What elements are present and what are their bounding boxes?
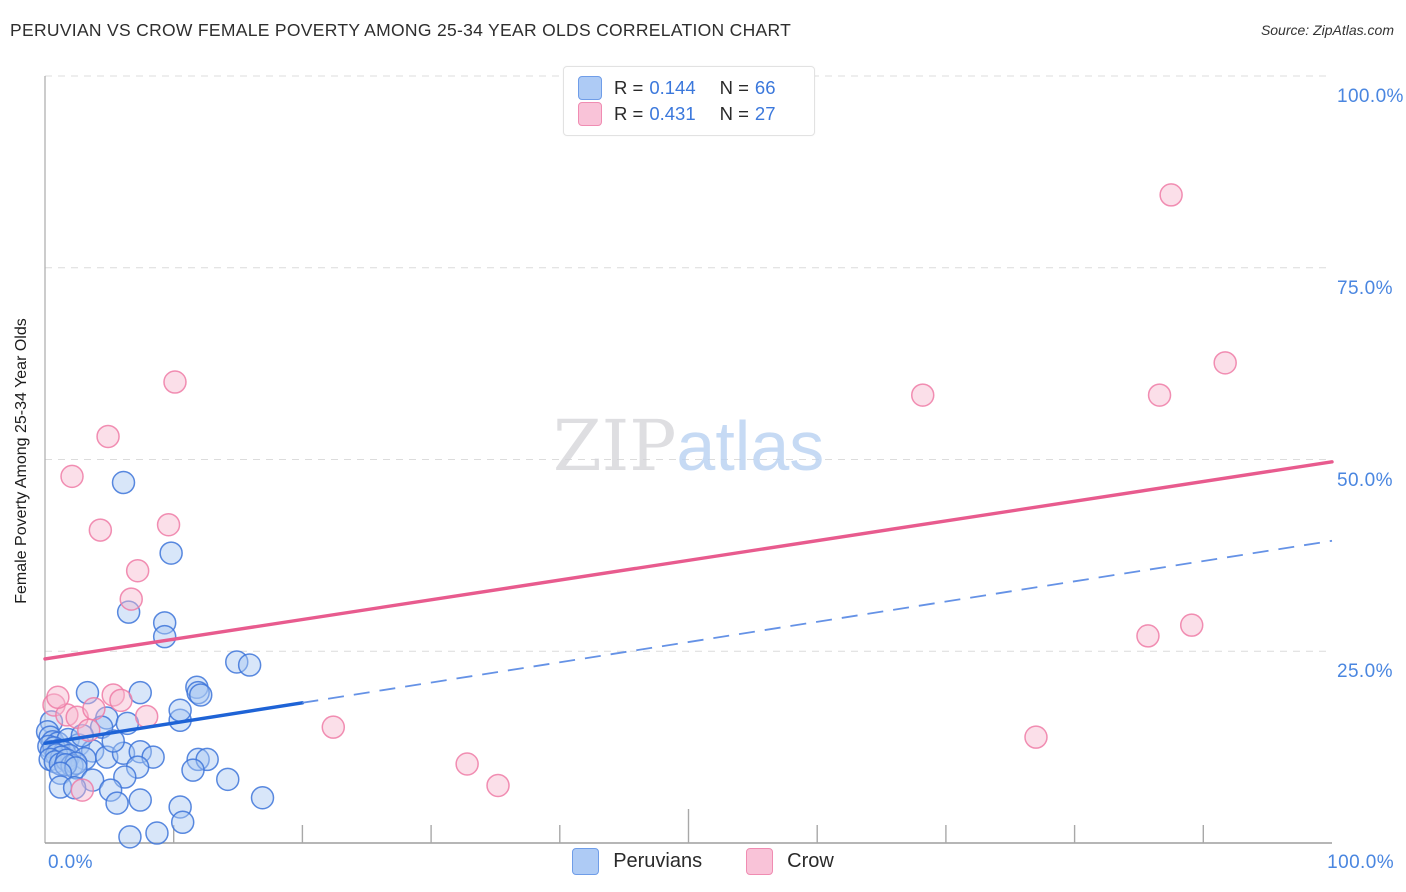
crow-swatch-icon — [578, 102, 602, 126]
r-value: 0.431 — [649, 103, 696, 124]
scatter-point-peruvians[interactable] — [128, 788, 152, 812]
scatter-point-peruvians[interactable] — [152, 611, 177, 635]
legend-item-peruvians[interactable]: Peruvians — [572, 848, 702, 875]
scatter-point-peruvians[interactable] — [237, 653, 262, 677]
scatter-point-crow[interactable] — [486, 773, 510, 798]
legend-label-peruvians: Peruvians — [613, 850, 703, 872]
scatter-point-peruvians[interactable] — [216, 767, 240, 792]
series-legend: Peruvians Crow — [0, 848, 1406, 875]
scatter-point-crow[interactable] — [1179, 613, 1204, 637]
n-value: 66 — [754, 77, 776, 98]
r-value: 0.144 — [649, 77, 696, 98]
scatter-point-crow[interactable] — [455, 752, 479, 776]
y-tick-label-50: 50.0% — [1337, 470, 1393, 491]
trendline-peruvians-extrapolated — [302, 539, 1333, 704]
scatter-point-peruvians[interactable] — [188, 683, 213, 707]
peruvians-legend-swatch-icon — [572, 848, 600, 875]
scatter-point-peruvians[interactable] — [186, 747, 210, 772]
scatter-point-peruvians[interactable] — [181, 758, 205, 782]
scatter-point-peruvians[interactable] — [125, 755, 150, 779]
stats-legend-box: R = 0.144 N = 66 R = 0.431 N = 27 — [563, 66, 815, 136]
scatter-point-peruvians[interactable] — [128, 739, 152, 764]
scatter-point-crow[interactable] — [910, 383, 935, 407]
scatter-point-peruvians[interactable] — [250, 785, 275, 810]
scatter-point-crow[interactable] — [70, 778, 95, 802]
scatter-point-peruvians[interactable] — [64, 756, 88, 780]
n-label: N = — [719, 77, 749, 98]
scatter-point-crow[interactable] — [163, 370, 187, 394]
peruvians-swatch-icon — [578, 76, 602, 100]
stats-row-peruvians[interactable]: R = 0.144 N = 66 — [578, 75, 800, 101]
r-label: R = — [614, 103, 644, 124]
n-label: N = — [719, 103, 749, 124]
scatter-point-peruvians[interactable] — [170, 810, 195, 835]
trendline-peruvians-solid — [43, 701, 305, 745]
scatter-point-peruvians[interactable] — [145, 821, 169, 845]
y-tick-label-25: 25.0% — [1337, 661, 1393, 682]
legend-label-crow: Crow — [787, 850, 834, 872]
scatter-point-crow[interactable] — [125, 558, 150, 583]
scatter-point-crow[interactable] — [119, 587, 143, 611]
scatter-point-peruvians[interactable] — [159, 541, 183, 565]
scatter-point-crow[interactable] — [321, 715, 346, 739]
scatter-point-crow[interactable] — [1136, 624, 1160, 648]
scatter-point-crow[interactable] — [1147, 383, 1172, 407]
scatter-point-crow[interactable] — [96, 424, 120, 449]
x-tick-label-100: 100.0% — [1327, 852, 1394, 873]
scatter-point-peruvians[interactable] — [152, 624, 177, 649]
scatter-point-peruvians[interactable] — [118, 825, 142, 849]
watermark-atlas: atlas — [676, 407, 825, 485]
scatter-point-crow[interactable] — [46, 685, 70, 710]
scatter-point-peruvians[interactable] — [105, 791, 129, 815]
crow-legend-swatch-icon — [746, 848, 774, 875]
x-tick-label-0: 0.0% — [48, 852, 93, 873]
r-label: R = — [614, 77, 644, 98]
y-tick-label-100: 100.0% — [1337, 86, 1404, 107]
scatter-point-peruvians[interactable] — [111, 470, 136, 495]
scatter-point-crow[interactable] — [1159, 183, 1183, 207]
scatter-point-peruvians[interactable] — [98, 778, 123, 802]
scatter-point-peruvians[interactable] — [168, 795, 192, 819]
scatter-point-crow[interactable] — [82, 697, 106, 721]
trendline-crow — [43, 460, 1334, 661]
scatter-point-crow[interactable] — [156, 512, 181, 537]
scatter-point-crow[interactable] — [1024, 725, 1048, 749]
zipatlas-watermark: ZIPatlas — [553, 405, 824, 487]
scatter-point-crow[interactable] — [1213, 351, 1237, 375]
watermark-zip: ZIP — [553, 405, 677, 487]
legend-item-crow[interactable]: Crow — [746, 848, 834, 875]
source-attribution: Source: ZipAtlas.com — [1260, 22, 1394, 38]
scatter-point-peruvians[interactable] — [168, 698, 192, 723]
scatter-point-peruvians[interactable] — [101, 729, 125, 753]
scatter-point-crow[interactable] — [134, 704, 159, 729]
n-value: 27 — [754, 103, 776, 124]
scatter-point-crow[interactable] — [88, 518, 113, 542]
scatter-point-crow[interactable] — [109, 688, 133, 713]
y-tick-label-75: 75.0% — [1337, 278, 1393, 299]
scatter-point-crow[interactable] — [60, 464, 84, 489]
scatter-point-peruvians[interactable] — [48, 761, 73, 785]
page-title: PERUVIAN VS CROW FEMALE POVERTY AMONG 25… — [10, 20, 792, 40]
stats-row-crow[interactable]: R = 0.431 N = 27 — [578, 101, 800, 127]
